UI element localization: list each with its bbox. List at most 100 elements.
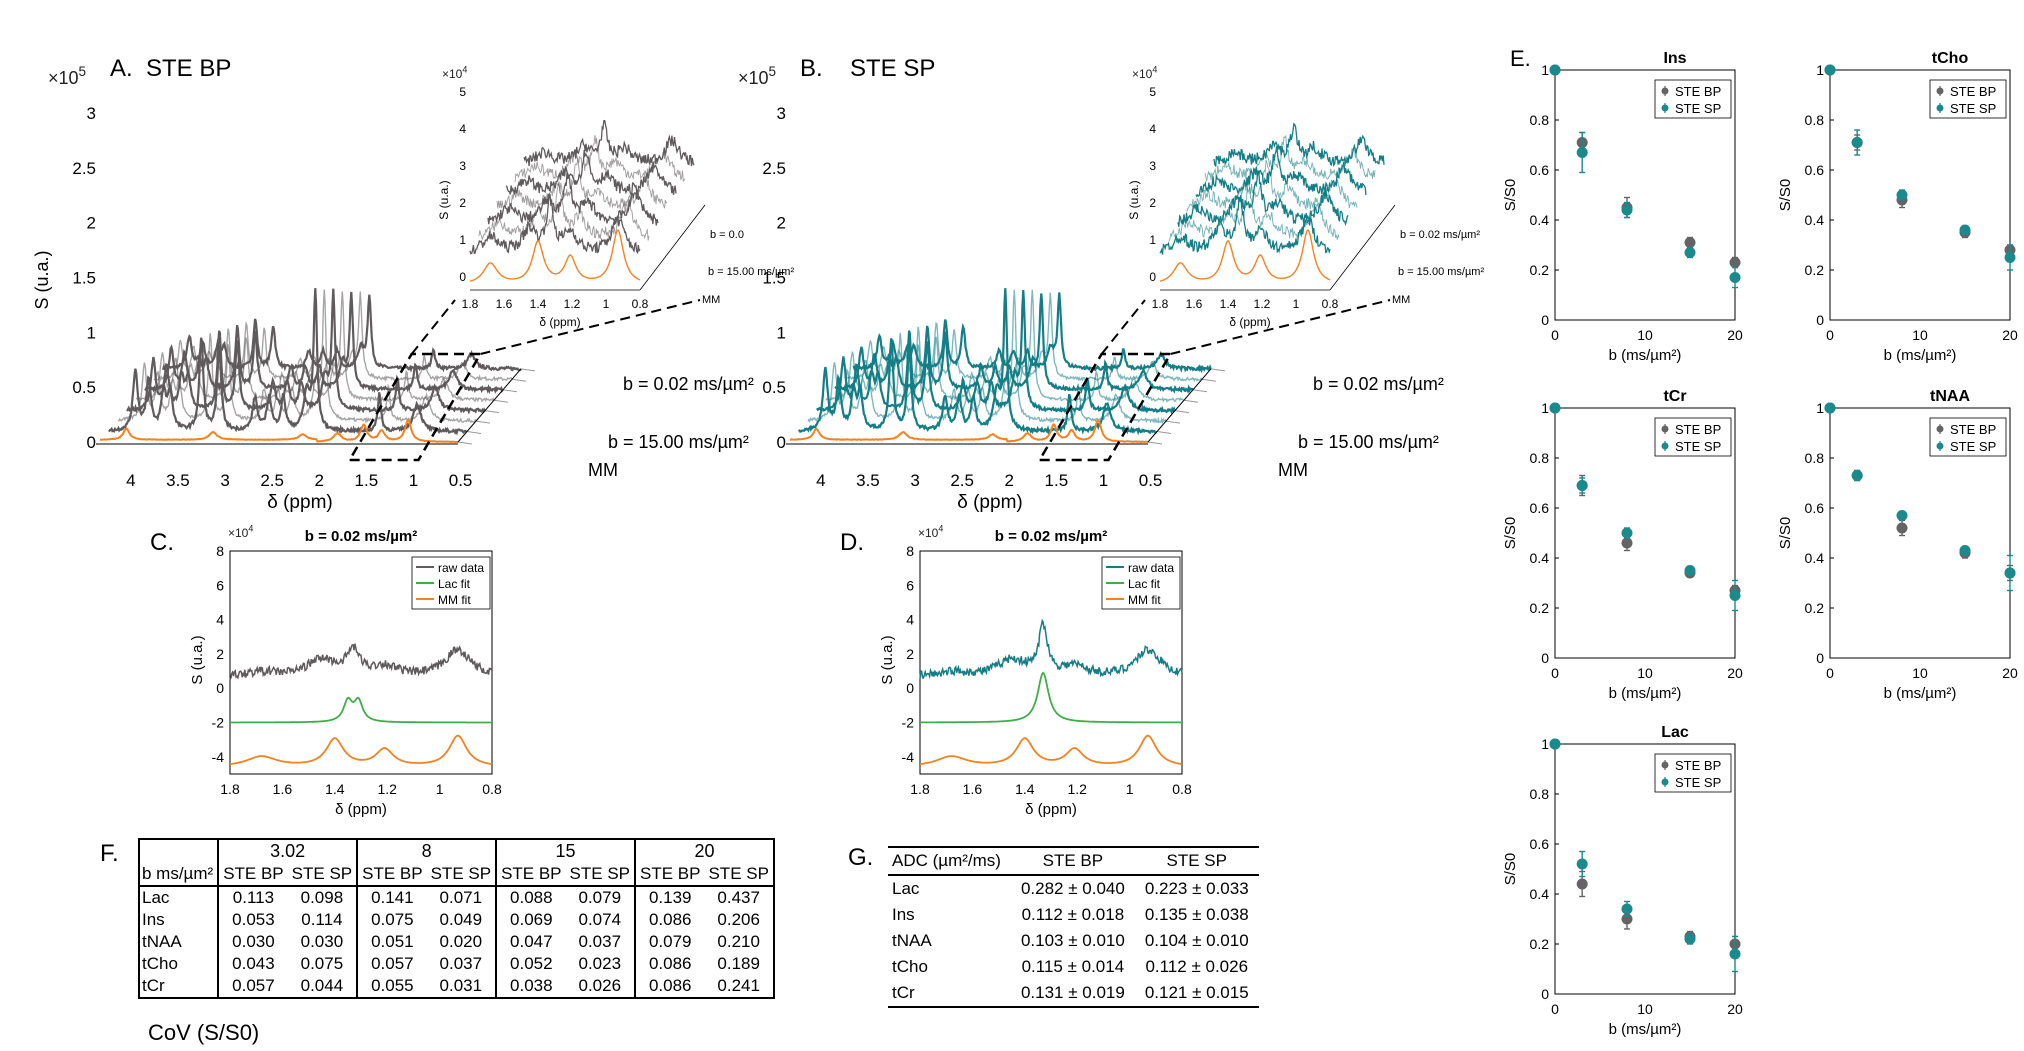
inset-ytick: 0	[459, 270, 466, 284]
legend-entry: STE BP	[1675, 758, 1721, 773]
panel-A-xtick: 1.5	[355, 471, 379, 490]
scatter-xlabel: b (ms/µm²)	[1884, 685, 1957, 702]
table-row: Ins 0.053 0.114 0.075 0.049 0.069 0.074 0.086 0.…	[139, 909, 774, 931]
inset-ytick: 4	[1149, 122, 1156, 136]
panel-B-ytick: 2	[777, 214, 786, 233]
panel-C-xtick: 1.4	[325, 781, 345, 797]
table-sub-header: STE SP	[565, 863, 635, 887]
table-header: STE SP	[1134, 846, 1259, 876]
table-cell: 0.030	[217, 931, 288, 953]
table-cell: 0.241	[717, 976, 760, 995]
adc-table: ADC (µm²/ms) STE BP STE SP Lac 0.282 ± 0.040…	[888, 846, 1259, 1008]
table-row: tNAA 0.103 ± 0.010 0.104 ± 0.010	[888, 928, 1259, 954]
panel-D-xtick: 1.2	[1067, 781, 1087, 797]
table-cell: 0.049	[439, 910, 483, 929]
legend-entry: STE SP	[1950, 101, 1996, 116]
table-cell: 0.052	[495, 953, 566, 975]
panel-B-ytick: 0	[777, 433, 786, 452]
inset-depth-label: MM	[1392, 294, 1410, 306]
table-cell: 0.020	[439, 932, 483, 951]
depth-axis	[1147, 368, 1212, 443]
data-point	[1851, 137, 1863, 148]
panel-B-xtick: 2	[1005, 471, 1014, 490]
inset-xtick: 1.6	[496, 297, 513, 311]
panel-D-xtick: 1.6	[963, 781, 983, 797]
panel-D-ytick: 2	[906, 646, 914, 662]
scatter-legend	[1654, 753, 1732, 793]
table-cell: 0.079	[633, 931, 705, 953]
panel-B-xtick: 2.5	[950, 471, 974, 490]
table-cell: 0.437	[717, 888, 760, 907]
panel-B-ytick: 3	[777, 104, 786, 123]
inset-exponent: ×104	[442, 65, 467, 81]
data-point	[1684, 247, 1696, 258]
panel-C-ytick: 2	[216, 646, 224, 662]
legend-entry: STE SP	[1675, 439, 1721, 454]
inset-xtick: 1.8	[1152, 297, 1169, 311]
scatter-xtick: 10	[1637, 327, 1653, 343]
table-cell: 0.086	[633, 975, 705, 998]
scatter-xtick: 10	[1637, 665, 1653, 681]
scatter-axes	[1554, 407, 1736, 659]
mm-trace	[100, 418, 459, 444]
panel-A-ytick: 0	[87, 433, 96, 452]
data-point	[1824, 402, 1836, 414]
zoom-line	[410, 299, 456, 355]
panel-B-label: B.	[800, 55, 823, 82]
table-cell: 0.069	[495, 909, 566, 931]
data-point	[1729, 272, 1741, 283]
inset-trace	[1159, 195, 1331, 255]
panel-B-xlabel: δ (ppm)	[957, 492, 1022, 513]
legend-swatch	[1936, 104, 1944, 112]
panel-B-xtick: 4	[816, 471, 825, 490]
legend-swatch	[1661, 104, 1669, 112]
scatter-ytick: 0	[1541, 650, 1549, 666]
panel-D-exponent: ×104	[918, 524, 943, 540]
inset-mm-trace	[469, 229, 641, 282]
inset-depth-axis	[639, 204, 706, 291]
panel-A-depth-label: b = 0.02 ms/µm²	[623, 374, 754, 394]
inset-ytick: 4	[459, 122, 466, 136]
data-point	[1576, 858, 1588, 870]
table-cell: 0.043	[217, 953, 288, 975]
inset-xtick: 1.2	[564, 297, 581, 311]
panel-C-axes	[229, 550, 493, 775]
scatter-ytick: 0.6	[1805, 500, 1825, 516]
table-row: tCho 0.043 0.075 0.057 0.037 0.052 0.023 0.086 0…	[139, 953, 774, 975]
panel-C-ytick: 6	[216, 577, 224, 593]
inset-ytick: 5	[459, 85, 466, 99]
table-cell: 0.103 ± 0.010	[1020, 931, 1125, 950]
inset-trace	[514, 135, 686, 183]
scatter-title: tCho	[1932, 50, 1969, 67]
inset-trace	[1195, 146, 1367, 198]
inset-depth-label: b = 0.02 ms/µm²	[1400, 229, 1480, 241]
zoom-line	[1170, 299, 1391, 355]
inset-depth-label: b = 15.00 ms/µm²	[708, 266, 794, 278]
data-point	[1851, 470, 1863, 481]
zoom-line	[480, 299, 701, 355]
spectrum-trace	[117, 289, 477, 425]
table-cell: 0.115 ± 0.014	[1021, 957, 1125, 976]
spectrum-trace	[108, 288, 468, 436]
lac-fit-trace	[920, 671, 1182, 724]
depth-tick	[1147, 441, 1163, 445]
spectrum-trace	[126, 288, 487, 415]
table-cell: 0.038	[495, 975, 566, 998]
table-row-label: Ins	[892, 905, 915, 924]
spectrum-trace	[144, 291, 504, 395]
scatter-ylabel: S/S0	[1777, 179, 1794, 212]
table-cell: 0.098	[300, 888, 344, 907]
legend-swatch	[1936, 87, 1944, 95]
panel-A-ylabel: S (u.a.)	[32, 250, 52, 309]
inset-xtick: 0.8	[632, 297, 649, 311]
inset-ytick: 1	[1149, 233, 1156, 247]
legend-entry: MM fit	[1128, 593, 1161, 607]
table-header: ADC (µm²/ms)	[888, 846, 1011, 876]
panel-C-ytick: -4	[212, 749, 225, 765]
table-cell: 0.053	[217, 909, 288, 931]
panel-C-title: b = 0.02 ms/µm²	[305, 528, 417, 545]
inset-depth-label: b = 15.00 ms/µm²	[1398, 266, 1484, 278]
panel-D-label: D.	[840, 529, 864, 556]
panel-F-label: F.	[100, 840, 119, 867]
depth-tick	[484, 410, 500, 414]
